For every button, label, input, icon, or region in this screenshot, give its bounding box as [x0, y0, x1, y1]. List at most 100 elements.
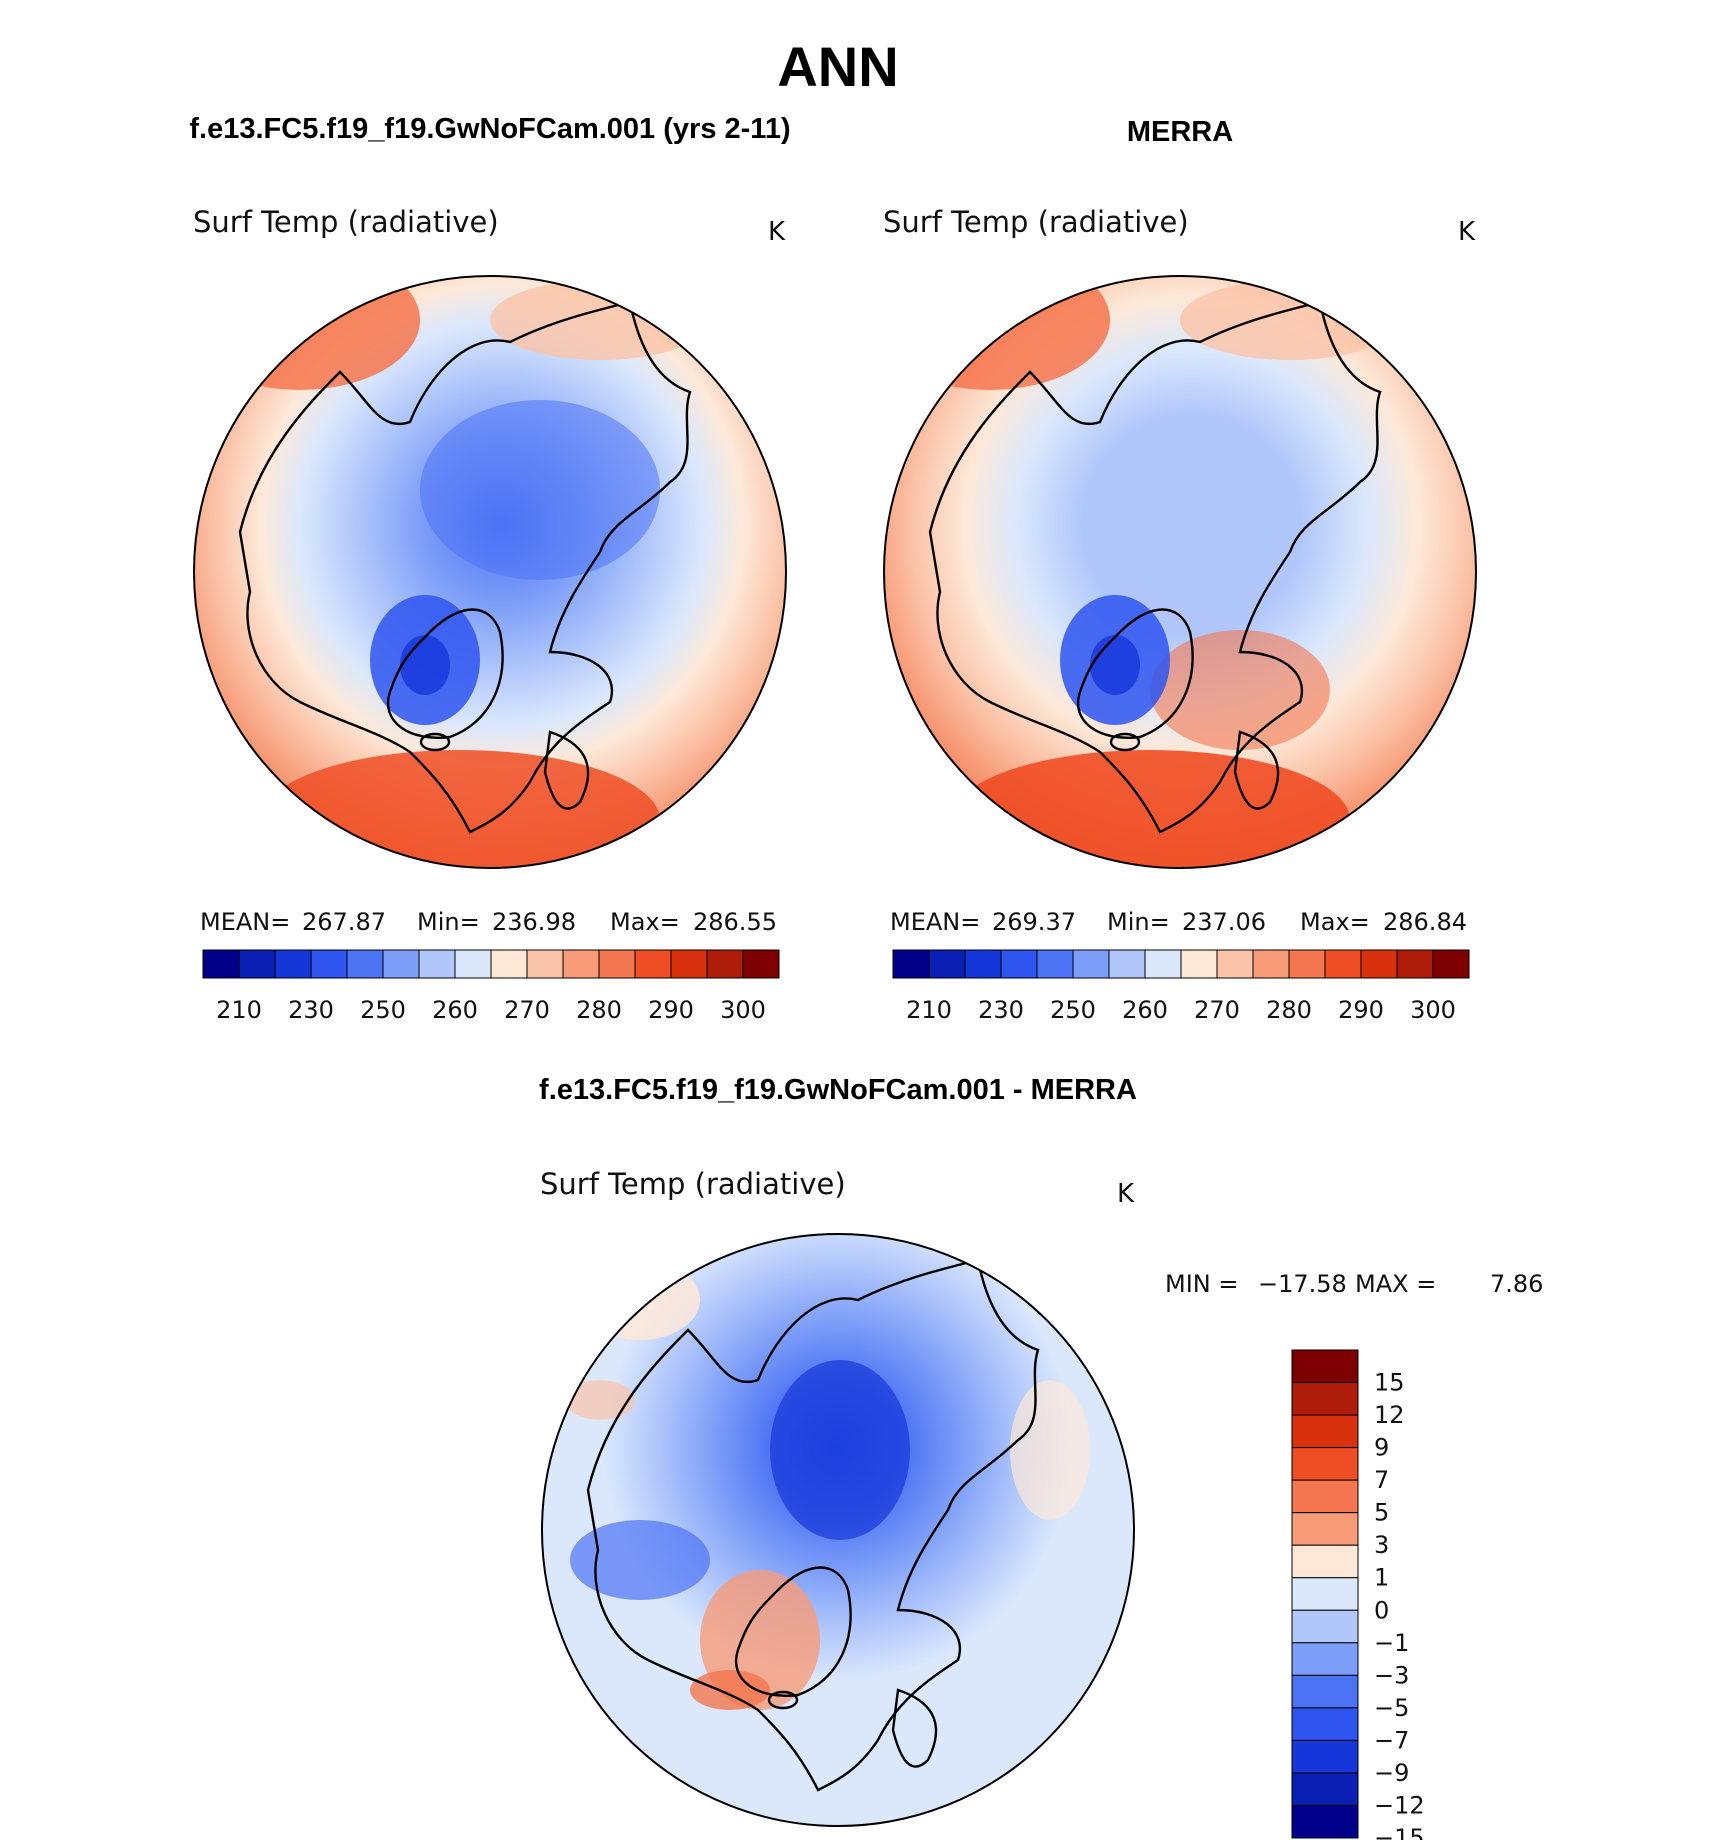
colorbar-swatch [274, 949, 312, 979]
colorbar-tick-label: −9 [1374, 1759, 1409, 1787]
colorbar-swatch [346, 949, 384, 979]
colorbar-tick-label: 280 [576, 996, 622, 1024]
obs-map [884, 276, 1476, 868]
colorbar-swatch [964, 949, 1002, 979]
colorbar-tick-label: 280 [1266, 996, 1312, 1024]
colorbar-tick-label: 230 [978, 996, 1024, 1024]
colorbar-swatch [1291, 1382, 1359, 1416]
diff-colorbar: 15 12 9 7 5 3 1 0 −1 −3 −5 −7 −9 −12 −15 [1291, 1349, 1425, 1840]
colorbar-swatch [928, 949, 966, 979]
colorbar-tick-label: 290 [648, 996, 694, 1024]
diff-variable-label: Surf Temp (radiative) [540, 1167, 846, 1201]
colorbar-tick-label: 9 [1374, 1434, 1389, 1462]
colorbar-tick-label: 5 [1374, 1499, 1389, 1527]
colorbar-swatch [892, 949, 930, 979]
colorbar-swatch [1291, 1544, 1359, 1579]
right-panel-header: MERRA [1127, 116, 1233, 148]
colorbar-swatch [1252, 949, 1290, 979]
colorbar-tick-label: 7 [1374, 1466, 1389, 1494]
colorbar-tick-label: 1 [1374, 1564, 1389, 1592]
obs-variable-label: Surf Temp (radiative) [883, 205, 1189, 239]
colorbar-tick-label: 270 [1194, 996, 1240, 1024]
figure-title: ANN [777, 35, 898, 98]
colorbar-swatch [1108, 949, 1146, 979]
colorbar-tick-label: −7 [1374, 1726, 1409, 1754]
colorbar-swatch [598, 949, 636, 979]
diff-panel-header: f.e13.FC5.f19_f19.GwNoFCam.001 - MERRA [539, 1074, 1137, 1106]
colorbar-swatch [1072, 949, 1110, 979]
colorbar-swatch [1291, 1577, 1359, 1611]
colorbar-swatch [418, 949, 456, 979]
colorbar-tick-label: 290 [1338, 996, 1384, 1024]
colorbar-tick-label: 300 [720, 996, 766, 1024]
colorbar-tick-label: 230 [288, 996, 334, 1024]
colorbar-tick-label: 260 [432, 996, 478, 1024]
colorbar-swatch [1324, 949, 1362, 979]
colorbar-swatch [1288, 949, 1326, 979]
model-stats: MEAN= 267.87 Min= 236.98 Max= 286.55 [200, 908, 777, 936]
colorbar-tick-label: 15 [1374, 1369, 1405, 1397]
colorbar-tick-label: 270 [504, 996, 550, 1024]
diff-panel: Surf Temp (radiative) K MIN = −17.58 MAX… [540, 1167, 1543, 1840]
colorbar-swatch [1180, 949, 1218, 979]
model-panel: Surf Temp (radiative) K MEAN= 267.87 Min… [193, 205, 787, 1024]
colorbar-swatch [1291, 1674, 1359, 1709]
model-variable-label: Surf Temp (radiative) [193, 205, 499, 239]
colorbar-swatch [670, 949, 708, 979]
colorbar-swatch [1291, 1512, 1359, 1546]
model-map [194, 276, 786, 868]
colorbar-swatch [634, 949, 672, 979]
colorbar-tick-label: 12 [1374, 1401, 1405, 1429]
model-colorbar: 210 230 250 260 270 280 290 300 [202, 949, 780, 1024]
colorbar-swatch [1291, 1479, 1359, 1514]
colorbar-swatch [310, 949, 348, 979]
colorbar-swatch [1036, 949, 1074, 979]
colorbar-swatch [1216, 949, 1254, 979]
diff-units-label: K [1117, 1179, 1135, 1209]
colorbar-swatch [1144, 949, 1182, 979]
colorbar-swatch [1360, 949, 1398, 979]
colorbar-swatch [1396, 949, 1434, 979]
colorbar-swatch [526, 949, 564, 979]
left-panel-header: f.e13.FC5.f19_f19.GwNoFCam.001 (yrs 2-11… [189, 113, 790, 145]
colorbar-swatch [706, 949, 744, 979]
colorbar-swatch [490, 949, 528, 979]
colorbar-swatch [1291, 1609, 1359, 1644]
obs-panel: Surf Temp (radiative) K MEAN= 269.37 Min… [883, 205, 1477, 1024]
diff-stats: MIN = −17.58 MAX = 7.86 [1165, 1270, 1543, 1298]
colorbar-swatch [562, 949, 600, 979]
colorbar-tick-label: −1 [1374, 1629, 1409, 1657]
colorbar-swatch [1291, 1739, 1359, 1774]
obs-stats: MEAN= 269.37 Min= 237.06 Max= 286.84 [890, 908, 1467, 936]
colorbar-tick-label: 0 [1374, 1596, 1389, 1624]
obs-units-label: K [1458, 217, 1476, 247]
diff-map [542, 1234, 1134, 1826]
colorbar-swatch [1000, 949, 1038, 979]
colorbar-swatch [202, 949, 240, 979]
obs-map-border [883, 275, 1477, 869]
colorbar-tick-label: 300 [1410, 996, 1456, 1024]
colorbar-tick-label: −5 [1374, 1694, 1409, 1722]
colorbar-tick-label: 260 [1122, 996, 1168, 1024]
colorbar-swatch [1291, 1349, 1359, 1384]
colorbar-swatch [1291, 1642, 1359, 1676]
colorbar-tick-label: −3 [1374, 1661, 1409, 1689]
colorbar-tick-label: 3 [1374, 1531, 1389, 1559]
colorbar-tick-label: 210 [906, 996, 952, 1024]
colorbar-swatch [382, 949, 420, 979]
colorbar-swatch [1291, 1707, 1359, 1741]
obs-colorbar: 210 230 250 260 270 280 290 300 [892, 949, 1470, 1024]
colorbar-swatch [238, 949, 276, 979]
colorbar-tick-label: −12 [1374, 1791, 1425, 1819]
colorbar-swatch [454, 949, 492, 979]
colorbar-swatch [1291, 1804, 1359, 1839]
model-map-border [193, 275, 787, 869]
colorbar-swatch [1291, 1414, 1359, 1449]
colorbar-tick-label: 250 [360, 996, 406, 1024]
colorbar-tick-label: −15 [1374, 1824, 1425, 1840]
colorbar-swatch [742, 949, 780, 979]
model-units-label: K [768, 217, 786, 247]
colorbar-swatch [1291, 1447, 1359, 1481]
colorbar-tick-label: 210 [216, 996, 262, 1024]
